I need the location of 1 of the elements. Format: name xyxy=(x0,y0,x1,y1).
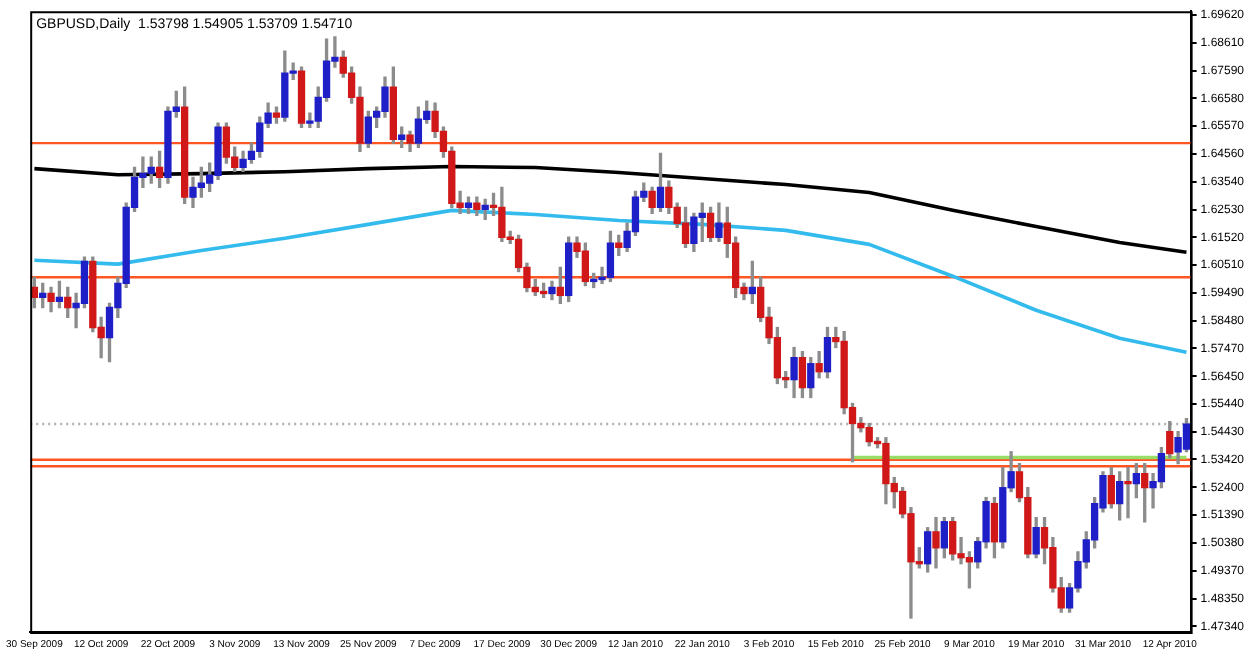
candlestick xyxy=(1124,467,1132,519)
